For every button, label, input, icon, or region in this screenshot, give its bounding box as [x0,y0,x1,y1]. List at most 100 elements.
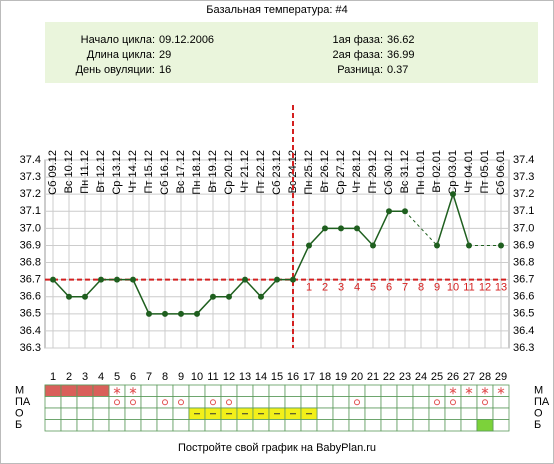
row-label: О [15,408,24,420]
footer: Постройте свой график на BabyPlan.ru [178,442,376,454]
circle-mark [210,399,216,406]
temperature-point [322,225,328,232]
table-cell [44,407,62,420]
temperature-point [98,276,104,283]
table-cell [76,419,94,432]
table-cell [412,419,430,432]
table-cell [108,396,126,409]
table-cell [156,396,174,409]
table-cell [316,419,334,432]
circle-mark [162,399,168,406]
luteal-day: 12 [479,282,491,294]
table-cell [124,396,142,409]
row-label: Б [15,419,22,431]
y-tick-label: 36.7 [20,274,41,286]
table-cell [44,396,62,409]
temperature-point [466,242,472,249]
table-cell [380,384,398,397]
luteal-day: 7 [402,282,408,294]
temperature-point [146,310,152,317]
circle-mark [114,399,120,406]
table-cell [380,419,398,432]
info-value: 16 [159,64,171,76]
table-cell [364,407,382,420]
table-cell [108,419,126,432]
table-cell [268,419,286,432]
date-label: Пт 05.01 [479,150,491,194]
temperature-point [66,293,72,300]
date-label: Чт 21.12 [239,150,251,193]
table-cell [140,407,158,420]
table-cell [444,396,462,409]
table-cell [188,396,206,409]
date-label: Вт 12.12 [95,150,107,193]
date-label: Пт 15.12 [143,150,155,194]
table-cell [380,407,398,420]
temperature-point [290,276,296,283]
y-tick-label: 37.4 [513,154,534,166]
table-cell [348,396,366,409]
table-cell [252,384,270,397]
table-cell [108,407,126,420]
table-cell [236,384,254,397]
table-cell [300,384,318,397]
table-cell [412,384,430,397]
table-cell [300,396,318,409]
temperature-point [130,276,136,283]
date-label: Ср 03.01 [447,150,459,195]
date-label: Вт 26.12 [319,150,331,193]
info-value: 36.62 [387,34,415,46]
x-tick-label: 19 [335,371,347,383]
table-cell [156,384,174,397]
x-tick-label: 28 [479,371,491,383]
table-cell [364,396,382,409]
luteal-day: 6 [386,282,392,294]
y-tick-label: 36.8 [513,256,534,268]
temperature-point [434,242,440,249]
table-cell [236,396,254,409]
x-tick-label: 16 [287,371,299,383]
y-tick-label: 36.3 [513,342,534,354]
y-tick-label: 37.2 [513,188,534,200]
temperature-point [338,225,344,232]
table-cell [332,384,350,397]
date-label: Пт 22.12 [255,150,267,194]
table-cell [76,396,94,409]
table-cell [364,384,382,397]
y-tick-label: 36.5 [513,308,534,320]
date-label: Вс 10.12 [63,150,75,193]
table-cell [92,396,110,409]
date-label: Пн 01.01 [415,150,427,195]
table-cell [60,396,78,409]
info-label: 1ая фаза: [332,34,383,46]
date-label: Чт 04.01 [463,150,475,193]
table-cell [252,396,270,409]
table-cell [492,419,510,432]
x-tick-label: 23 [399,371,411,383]
x-tick-label: 15 [271,371,283,383]
temperature-point [306,242,312,249]
x-tick-label: 5 [114,371,120,383]
y-tick-label: 37.3 [20,171,41,183]
date-label: Вт 02.01 [431,150,443,193]
table-cell [444,407,462,420]
date-label: Пт 29.12 [367,150,379,194]
table-cell [396,419,414,432]
temperature-point [498,242,504,249]
row-label: М [534,385,543,397]
star-mark [113,387,121,395]
luteal-day: 2 [322,282,328,294]
luteal-day: 1 [306,282,312,294]
table-cell [140,396,158,409]
circle-mark [130,399,136,406]
temperature-point [210,293,216,300]
y-tick-label: 37.1 [20,205,41,217]
x-tick-label: 29 [495,371,507,383]
star-mark [465,387,473,395]
table-cell [220,396,238,409]
date-label: Сб 09.12 [47,150,59,195]
x-tick-label: 8 [162,371,168,383]
x-tick-label: 14 [255,371,267,383]
gap-connector [404,210,438,246]
